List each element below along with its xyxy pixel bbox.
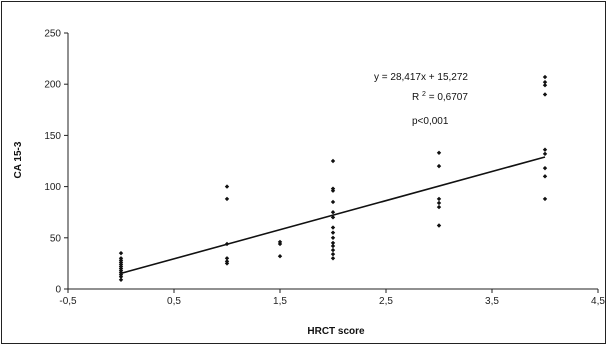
data-point bbox=[330, 243, 336, 249]
data-point bbox=[224, 196, 230, 202]
y-tick-label: 0 bbox=[55, 285, 61, 296]
data-point bbox=[224, 184, 230, 189]
data-point bbox=[542, 92, 548, 97]
data-point bbox=[330, 225, 336, 230]
data-point bbox=[436, 196, 442, 202]
x-tick-label: 4,5 bbox=[591, 296, 605, 307]
chart-axes bbox=[64, 32, 599, 293]
data-point bbox=[118, 250, 124, 256]
tick-labels: 0 50 100 150 200 250 -0,5 0,5 1,5 2,5 3,5 4,5 bbox=[44, 29, 605, 308]
data-point bbox=[277, 241, 283, 247]
data-point bbox=[330, 240, 336, 246]
data-point bbox=[436, 204, 442, 210]
x-tick-label: -0,5 bbox=[59, 296, 77, 307]
data-point bbox=[118, 274, 124, 279]
data-point bbox=[330, 247, 336, 253]
y-tick-label: 150 bbox=[44, 131, 61, 142]
y-tick-label: 200 bbox=[44, 80, 61, 91]
x-tick-label: 0,5 bbox=[167, 296, 181, 307]
r-squared-exponent: 2 bbox=[422, 91, 426, 98]
r-squared-value: = 0,6707 bbox=[429, 92, 469, 103]
x-axis-title: HRCT score bbox=[307, 326, 365, 337]
y-tick-label: 250 bbox=[44, 29, 61, 40]
r-squared-symbol: R bbox=[412, 92, 419, 103]
data-point bbox=[330, 251, 336, 257]
r-squared-label: R 2 = 0,6707 bbox=[412, 88, 468, 103]
data-point bbox=[542, 83, 548, 88]
data-point bbox=[224, 261, 230, 266]
data-point bbox=[542, 165, 548, 171]
y-tick-label: 50 bbox=[50, 233, 62, 244]
x-tick-label: 3,5 bbox=[485, 296, 499, 307]
x-tick-label: 2,5 bbox=[379, 296, 393, 307]
data-point bbox=[224, 256, 230, 261]
data-point bbox=[542, 151, 548, 157]
data-point bbox=[330, 210, 336, 215]
data-point bbox=[118, 277, 124, 282]
y-tick-label: 100 bbox=[44, 182, 61, 193]
data-point bbox=[330, 158, 336, 164]
trendline-group bbox=[120, 156, 546, 275]
data-point bbox=[542, 196, 548, 202]
data-point bbox=[330, 188, 336, 193]
trendline bbox=[120, 156, 546, 275]
x-tick-label: 1,5 bbox=[273, 296, 287, 307]
y-axis-title: CA 15-3 bbox=[13, 141, 24, 178]
data-point bbox=[330, 256, 336, 261]
data-points bbox=[118, 74, 548, 282]
data-point bbox=[542, 79, 548, 85]
data-point bbox=[436, 223, 442, 228]
data-point bbox=[542, 174, 548, 179]
data-point bbox=[330, 230, 336, 235]
data-point bbox=[330, 199, 336, 205]
data-point bbox=[277, 254, 283, 259]
data-point bbox=[542, 147, 548, 152]
data-point bbox=[330, 235, 336, 240]
data-point bbox=[542, 74, 548, 80]
p-value-label: p<0,001 bbox=[412, 116, 449, 127]
data-point bbox=[436, 150, 442, 156]
regression-equation: y = 28,417x + 15,272 bbox=[374, 72, 468, 83]
data-point bbox=[436, 163, 442, 169]
data-point bbox=[436, 200, 442, 206]
